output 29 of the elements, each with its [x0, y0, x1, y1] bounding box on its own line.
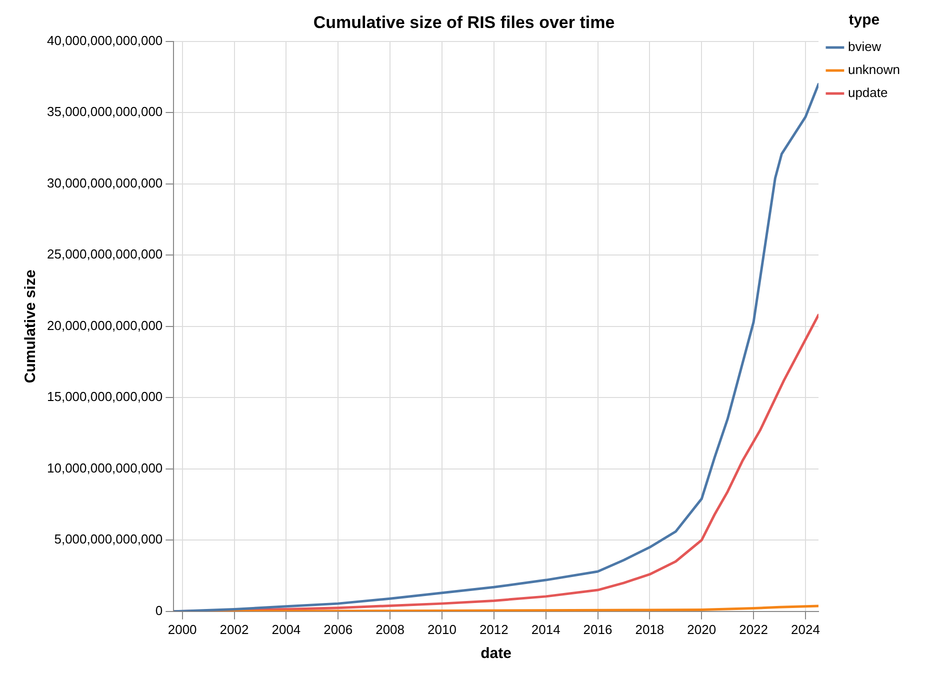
x-tick-label: 2008 [376, 622, 404, 637]
legend-label: unknown [848, 62, 900, 78]
x-tick-label: 2016 [583, 622, 612, 637]
x-tick-label: 2010 [428, 622, 456, 637]
legend-title: type [848, 12, 880, 29]
y-tick-label: 40,000,000,000,000 [46, 32, 163, 48]
x-tick-label: 2022 [739, 622, 768, 637]
y-tick-label: 15,000,000,000,000 [46, 389, 163, 404]
x-tick-label: 2018 [635, 622, 664, 637]
x-tick-label: 2014 [531, 622, 560, 637]
legend-label: bview [848, 39, 882, 54]
x-tick-label: 2012 [479, 622, 508, 637]
x-tick-label: 2006 [324, 622, 353, 637]
y-tick-label: 0 [155, 602, 163, 618]
x-tick-label: 2024 [791, 622, 820, 637]
y-tick-label: 25,000,000,000,000 [46, 246, 163, 262]
y-tick-label: 30,000,000,000,000 [46, 175, 163, 190]
chart-title: Cumulative size of RIS files over time [313, 12, 615, 32]
y-tick-label: 10,000,000,000,000 [46, 460, 163, 476]
x-tick-label: 2020 [687, 622, 716, 637]
x-axis-title: date [480, 645, 512, 662]
x-tick-label: 2000 [168, 622, 197, 637]
y-tick-label: 5,000,000,000,000 [54, 532, 163, 547]
y-axis-title: Cumulative size [22, 270, 40, 384]
legend-label: update [848, 85, 888, 100]
y-tick-label: 20,000,000,000,000 [46, 318, 163, 333]
x-tick-label: 2004 [272, 622, 301, 637]
x-tick-label: 2002 [220, 622, 249, 637]
y-tick-label: 35,000,000,000,000 [46, 104, 163, 120]
